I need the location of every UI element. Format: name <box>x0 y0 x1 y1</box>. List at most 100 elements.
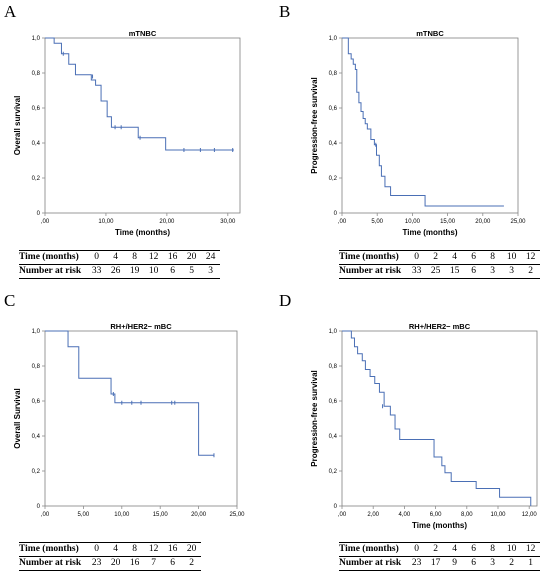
survival-curve <box>342 330 532 506</box>
panel-letter: C <box>4 291 16 310</box>
risk-count-cell: 9 <box>445 556 465 571</box>
risk-count-cell: 33 <box>407 264 427 279</box>
y-tick-label: 1,0 <box>329 329 338 335</box>
risk-count-cell: 7 <box>144 556 164 571</box>
x-tick-label: 10,00 <box>114 512 130 518</box>
y-tick-label: 1,0 <box>32 329 41 335</box>
risk-time-cell: 12 <box>144 542 164 557</box>
risk-time-row: Time (months) 0 4 8 12 16 20 <box>19 542 202 557</box>
risk-count-cell: 33 <box>87 264 107 279</box>
risk-count-cell: 3 <box>483 556 503 571</box>
risk-time-cell: 10 <box>502 250 522 265</box>
km-chart-b: 0 0,2 0,4 0,6 0,8 1,0 ,00 5,00 10,00 15,00 20,00 25… <box>310 29 526 237</box>
km-chart-d: 0 0,2 0,4 0,6 0,8 1,0 ,00 2,00 4,00 6,00 8,00 10,00… <box>310 322 538 530</box>
risk-count-header: Number at risk <box>19 556 88 571</box>
risk-time-header: Time (months) <box>339 542 408 557</box>
risk-time-cell: 8 <box>483 250 503 265</box>
risk-time-cell: 4 <box>106 542 126 557</box>
risk-time-cell: 8 <box>483 542 503 557</box>
risk-count-cell: 10 <box>144 264 164 279</box>
panel-letter: A <box>4 2 17 21</box>
risk-count-cell: 25 <box>426 264 446 279</box>
risk-count-cell: 2 <box>502 556 522 571</box>
y-tick-label: 0,8 <box>32 71 41 77</box>
plot-frame <box>44 330 238 507</box>
y-tick-label: 0,2 <box>329 469 338 475</box>
panel-letter: B <box>279 2 291 21</box>
risk-table: Time (months) 0 4 8 12 16 20 Number at risk 23 20… <box>19 542 202 571</box>
x-tick-label: 15,00 <box>153 512 169 518</box>
y-tick-label: 0,6 <box>329 399 338 405</box>
x-tick-label: 30,00 <box>220 219 236 225</box>
risk-count-cell: 6 <box>163 264 183 279</box>
y-axis-label: Overall Survival <box>13 388 22 448</box>
risk-count-cell: 3 <box>201 264 221 279</box>
x-tick-label: 10,00 <box>490 512 506 518</box>
panel-letter: D <box>279 291 292 310</box>
y-axis-label: Progression-free survival <box>310 77 319 173</box>
y-tick-label: 0,6 <box>32 106 41 112</box>
x-tick-label: ,00 <box>338 219 347 225</box>
risk-count-cell: 3 <box>502 264 522 279</box>
risk-time-cell: 4 <box>106 250 126 265</box>
y-tick-label: 0 <box>334 504 338 510</box>
y-tick-label: 0,6 <box>329 106 338 112</box>
risk-time-cell: 4 <box>445 250 465 265</box>
plot-frame <box>341 330 538 507</box>
risk-time-row: Time (months) 0 4 8 12 16 20 24 <box>19 250 221 265</box>
y-tick-label: 0,4 <box>329 141 338 147</box>
risk-time-cell: 0 <box>87 542 107 557</box>
chart-title: mTNBC <box>416 29 444 38</box>
y-tick-label: 0,2 <box>32 469 41 475</box>
x-axis-label: Time (months) <box>412 521 467 530</box>
chart-title: mTNBC <box>129 29 157 38</box>
x-tick-label: 8,00 <box>461 512 473 518</box>
risk-time-cell: 2 <box>426 542 446 557</box>
risk-time-cell: 0 <box>87 250 107 265</box>
y-tick-label: 0,4 <box>32 141 41 147</box>
risk-count-cell: 15 <box>445 264 465 279</box>
y-tick-label: 1,0 <box>329 36 338 42</box>
y-tick-label: 0,2 <box>329 176 338 182</box>
risk-time-cell: 16 <box>163 542 183 557</box>
risk-time-header: Time (months) <box>19 542 88 557</box>
risk-table: Time (months) 0 2 4 6 8 10 12 Number at risk 33 25… <box>339 250 541 279</box>
risk-count-cell: 1 <box>521 556 541 571</box>
risk-time-row: Time (months) 0 2 4 6 8 10 12 <box>339 250 541 265</box>
risk-time-cell: 12 <box>144 250 164 265</box>
survival-curve <box>45 330 214 456</box>
risk-count-cell: 19 <box>125 264 145 279</box>
risk-count-row: Number at risk 23 17 9 6 3 2 1 <box>339 556 541 571</box>
x-tick-label: 2,00 <box>367 512 379 518</box>
y-tick-label: 1,0 <box>32 36 41 42</box>
x-tick-label: 12,00 <box>522 512 538 518</box>
x-tick-label: 20,00 <box>475 219 491 225</box>
risk-table: Time (months) 0 2 4 6 8 10 12 Number at risk 23 17… <box>339 542 541 571</box>
chart-title: RH+/HER2− mBC <box>409 322 471 331</box>
y-axis-label: Progression-free survival <box>310 370 319 466</box>
x-tick-label: 20,00 <box>191 512 207 518</box>
x-tick-label: 10,00 <box>405 219 421 225</box>
risk-time-cell: 16 <box>163 250 183 265</box>
risk-table: Time (months) 0 4 8 12 16 20 24 Number at risk 33… <box>19 250 221 279</box>
y-tick-label: 0 <box>37 211 41 217</box>
y-tick-label: 0,4 <box>329 434 338 440</box>
risk-time-cell: 10 <box>502 542 522 557</box>
x-tick-label: ,00 <box>338 512 347 518</box>
x-tick-label: 25,00 <box>229 512 245 518</box>
survival-curve <box>45 37 234 151</box>
risk-count-cell: 23 <box>407 556 427 571</box>
risk-time-cell: 20 <box>182 250 202 265</box>
risk-count-cell: 17 <box>426 556 446 571</box>
risk-time-cell: 8 <box>125 542 145 557</box>
risk-time-header: Time (months) <box>19 250 88 265</box>
panel-d: D 0 0,2 0,4 0,6 0,8 1,0 ,00 2,00 4,00 6,00 8,00 10,… <box>275 289 550 577</box>
risk-count-row: Number at risk 33 25 15 6 3 3 2 <box>339 264 541 279</box>
y-tick-label: 0,8 <box>329 364 338 370</box>
risk-count-cell: 26 <box>106 264 126 279</box>
y-axis-label: Overall survival <box>13 96 22 156</box>
risk-count-cell: 3 <box>483 264 503 279</box>
risk-count-cell: 2 <box>182 556 202 571</box>
risk-count-header: Number at risk <box>339 264 408 279</box>
x-tick-label: ,00 <box>41 512 50 518</box>
